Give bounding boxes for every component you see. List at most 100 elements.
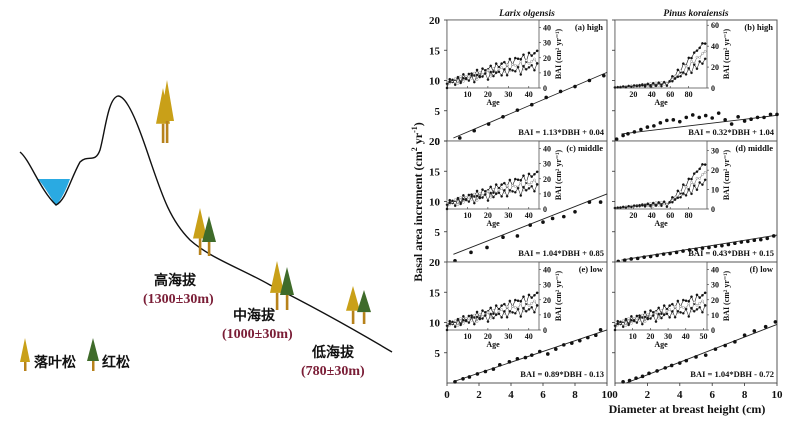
inset-series-point [453,319,457,323]
inset-series-point [486,189,490,193]
inset-chart: 10 20 30 40 0 10 20 30 40 Age BAI (cm² yr⁻¹) [445,261,563,349]
inset-series-point [453,83,457,87]
inset-series-point [459,196,462,199]
inset-series-point [698,181,701,184]
inset-x-label: Age [486,340,500,349]
inset-series-point [692,172,696,175]
inset-series-point [616,322,620,326]
inset-series-point [459,75,462,78]
inset-series [613,57,707,89]
data-point [528,223,532,227]
inset-series-point [638,83,641,87]
data-point [700,246,705,250]
data-point [639,127,643,132]
inset-series-point [516,57,520,61]
regression-equation: BAI = 0.43*DBH + 0.15 [688,248,774,258]
inset-series-point [651,314,655,317]
inset-series-line [446,179,538,206]
tree-crown [160,80,174,121]
inset-series-point [511,311,514,314]
inset-series-point [467,321,471,324]
inset-series-point [448,80,452,84]
inset-series-point [616,319,620,323]
inset-series-line [614,292,706,331]
inset-x-tick-label: 20 [646,332,654,341]
data-point [554,347,558,351]
data-point [694,247,698,252]
inset-series-point [673,74,677,78]
inset-series-point [690,295,693,298]
inset-series-point [684,299,688,303]
inset-series-point [649,314,652,318]
bai-chart: Larix olgensis Pinus koraiensis BAI = 1.… [410,9,783,416]
data-point [485,245,489,250]
data-point [515,108,520,112]
inset-series-line [446,171,538,210]
inset-series-point [503,181,506,185]
inset-x-tick-label: 20 [629,211,637,220]
inset-series-point [690,180,693,184]
inset-series-point [646,202,650,206]
data-point [678,119,682,124]
data-point [710,116,714,120]
inset-series-point [673,195,677,199]
inset-y-tick-label: 0 [711,326,715,335]
inset-series-point [475,189,479,193]
inset-series-point [649,317,652,320]
inset-series-point [533,68,536,72]
tree-trunk [207,242,211,256]
inset-series-point [695,293,699,297]
inset-frame [446,19,540,89]
inset-series-point [486,310,490,314]
inset-x-tick-label: 30 [504,90,512,99]
inset-series-point [503,310,506,313]
inset-series-point [535,304,539,307]
zone-low-name: 低海拔 [311,344,355,361]
inset-series-point [668,304,671,307]
data-point [742,119,747,123]
inset-series-point [481,309,484,312]
inset-series-point [519,60,523,64]
inset-series-point [473,192,476,196]
inset-series-point [619,85,622,89]
inset-series-point [687,188,691,191]
inset-series-point [451,320,454,324]
inset-y-tick-label: 40 [711,266,719,275]
inset-series-point [459,317,462,320]
inset-series-point [459,202,462,206]
inset-series-point [533,57,536,61]
data-point [729,122,734,126]
inset-series-point [467,75,471,78]
data-point [586,335,590,340]
inset-series-point [698,167,701,171]
data-point [723,118,727,122]
x-tick-label: 4 [508,389,514,401]
inset-series-point [627,84,630,88]
y-tick-label: 15 [429,287,441,299]
inset-series-point [524,189,528,192]
inset-y-tick-label: 0 [543,326,547,335]
tree-crown [202,216,216,242]
inset-series-point [635,204,639,208]
inset-series-point [464,197,468,201]
inset-series-point [497,70,501,74]
inset-series-point [478,312,482,316]
inset-series-point [684,185,688,189]
inset-y-tick-label: 10 [543,69,551,78]
data-point [538,349,542,354]
inset-series-point [635,321,639,324]
inset-series-point [643,203,647,207]
inset-series-point [456,324,460,327]
inset-series-point [462,194,465,197]
inset-series-line [446,63,538,86]
inset-series-point [448,198,452,202]
inset-series-point [657,306,661,310]
panel-f-low: BAI = 1.04*DBH - 0.72 10 20 30 40 50 0 10 20 30 40… [613,261,778,384]
inset-series-point [698,177,701,180]
inset-series-point [494,71,498,75]
regression-equation: BAI = 1.04*DBH + 0.85 [518,248,604,258]
inset-series-point [692,184,696,187]
inset-series-point [692,51,696,54]
inset-x-tick-label: 20 [484,332,492,341]
